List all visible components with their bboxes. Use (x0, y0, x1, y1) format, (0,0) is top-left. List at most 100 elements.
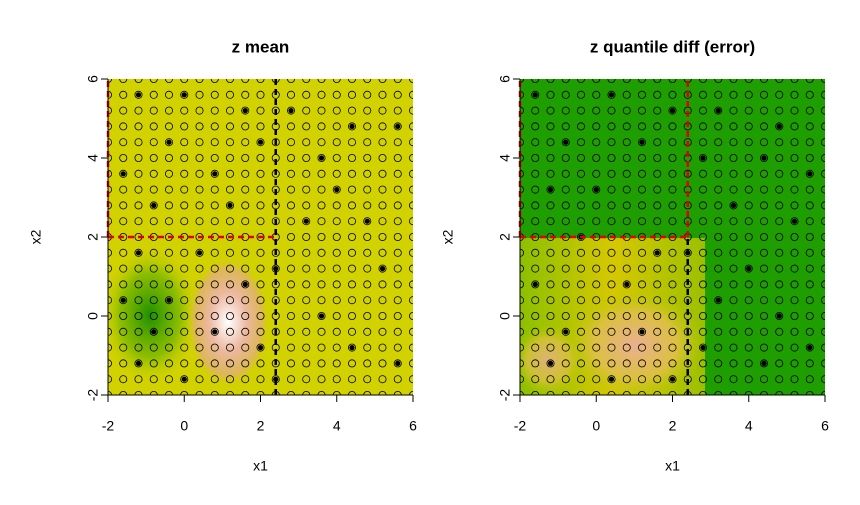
grid-point (729, 106, 738, 115)
grid-point (256, 106, 265, 115)
grid-point (241, 343, 250, 352)
grid-point (119, 248, 128, 257)
grid-point (790, 280, 799, 289)
grid-point (714, 185, 723, 194)
grid-point (592, 311, 601, 320)
grid-point (790, 90, 799, 99)
grid-point (241, 280, 250, 289)
grid-point (699, 248, 708, 257)
grid-point (332, 122, 341, 131)
grid-point (714, 169, 723, 178)
grid-point (775, 248, 784, 257)
grid-point (149, 169, 158, 178)
grid-point (729, 217, 738, 226)
grid-point (760, 311, 769, 320)
grid-point (302, 375, 311, 384)
grid-point (393, 217, 402, 226)
grid-point (164, 296, 173, 305)
grid-point (241, 169, 250, 178)
grid-point (561, 264, 570, 273)
grid-point (607, 79, 616, 83)
grid-point (210, 122, 219, 131)
grid-point (653, 280, 662, 289)
grid-point (546, 327, 555, 336)
grid-point (821, 138, 825, 147)
grid-point (546, 169, 555, 178)
grid-point (317, 264, 326, 273)
grid-point (317, 296, 326, 305)
grid-point (592, 217, 601, 226)
grid-point (409, 359, 413, 368)
grid-point (119, 217, 128, 226)
filled-point (257, 139, 264, 145)
grid-point (607, 311, 616, 320)
grid-point (805, 90, 814, 99)
grid-point (378, 359, 387, 368)
grid-point (668, 280, 677, 289)
grid-point (195, 296, 204, 305)
grid-point (622, 280, 631, 289)
grid-point (363, 280, 372, 289)
grid-point (668, 232, 677, 241)
grid-point (668, 201, 677, 210)
grid-point (317, 90, 326, 99)
grid-point (286, 359, 295, 368)
grid-point (622, 90, 631, 99)
grid-point (363, 296, 372, 305)
grid-point (729, 153, 738, 162)
grid-point (363, 90, 372, 99)
grid-point (363, 343, 372, 352)
grid-point (729, 343, 738, 352)
grid-point (668, 217, 677, 226)
grid-point (332, 311, 341, 320)
grid-point (775, 264, 784, 273)
grid-point (210, 185, 219, 194)
grid-point (164, 106, 173, 115)
grid-point (393, 153, 402, 162)
grid-point (134, 375, 143, 384)
filled-point (669, 108, 676, 114)
filled-point (547, 187, 554, 193)
grid-point (561, 311, 570, 320)
grid-point (210, 153, 219, 162)
grid-point (241, 138, 250, 147)
grid-point (210, 280, 219, 289)
grid-point (180, 138, 189, 147)
grid-point (119, 311, 128, 320)
grid-point (699, 359, 708, 368)
grid-point (363, 201, 372, 210)
grid-point (531, 359, 540, 368)
grid-point (286, 343, 295, 352)
grid-point (225, 138, 234, 147)
grid-point (286, 122, 295, 131)
grid-point (347, 375, 356, 384)
grid-point (775, 232, 784, 241)
grid-point (775, 359, 784, 368)
filled-point (303, 218, 309, 224)
grid-point (378, 185, 387, 194)
grid-point (241, 375, 250, 384)
grid-point (195, 327, 204, 336)
grid-point (668, 375, 677, 384)
grid-point (760, 248, 769, 257)
grid-point (577, 201, 586, 210)
grid-point (668, 264, 677, 273)
grid-point (256, 359, 265, 368)
filled-point (395, 123, 401, 129)
grid-point (577, 138, 586, 147)
grid-point (790, 375, 799, 384)
grid-point (790, 217, 799, 226)
grid-point (393, 106, 402, 115)
grid-point (592, 106, 601, 115)
grid-point (805, 153, 814, 162)
grid-point (332, 375, 341, 384)
grid-point (119, 153, 128, 162)
grid-point (760, 327, 769, 336)
grid-point (699, 327, 708, 336)
grid-point (729, 185, 738, 194)
y-tick-label: 2 (497, 233, 513, 241)
grid-point (821, 296, 825, 305)
filled-point (669, 376, 676, 382)
filled-point (166, 139, 172, 145)
x-tick-label: 0 (180, 418, 188, 434)
